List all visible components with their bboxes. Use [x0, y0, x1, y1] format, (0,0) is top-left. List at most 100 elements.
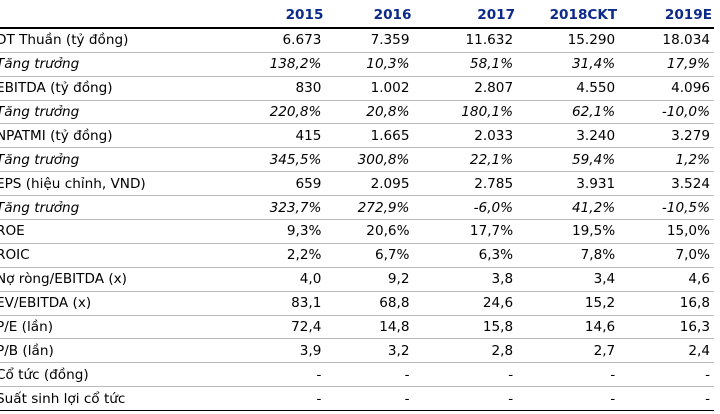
table-cell: 1.002: [325, 76, 414, 101]
column-header-2019e: 2019E: [619, 4, 714, 29]
table-cell: 2.033: [413, 123, 518, 149]
table-cell: -: [229, 386, 326, 412]
row-label: ROE: [0, 219, 230, 244]
table-cell: 2.785: [413, 171, 518, 197]
table-row: ROE 9,3% 20,6% 17,7% 19,5% 15,0%: [0, 219, 714, 244]
table-cell: 2,7: [517, 338, 620, 364]
table-cell: 9,2: [325, 267, 414, 292]
table-cell: 58,1%: [413, 52, 518, 77]
table-cell: 41,2%: [517, 195, 620, 221]
table-cell: -: [517, 386, 620, 412]
table-row: Tăng trưởng 138,2% 10,3% 58,1% 31,4% 17,…: [0, 52, 714, 77]
row-label: P/E (lần): [0, 315, 230, 340]
table-cell: 19,5%: [517, 219, 620, 244]
table-row: NPATMI (tỷ đồng) 415 1.665 2.033 3.240 3…: [0, 123, 714, 149]
table-cell: 4,0: [229, 267, 326, 292]
row-label: P/B (lần): [0, 338, 230, 364]
table-row: Nợ ròng/EBITDA (x) 4,0 9,2 3,8 3,4 4,6: [0, 267, 714, 292]
table-cell: 9,3%: [229, 219, 326, 244]
table-cell: 323,7%: [229, 195, 326, 221]
table-row: Suất sinh lợi cổ tức - - - - -: [0, 386, 714, 412]
row-label: Cổ tức (đồng): [0, 362, 230, 388]
table-cell: 6,7%: [325, 243, 414, 268]
table-header: 2015 2016 2017 2018CKT 2019E: [0, 4, 714, 29]
table-row: EPS (hiệu chỉnh, VND) 659 2.095 2.785 3.…: [0, 171, 714, 197]
table-cell: 3.931: [517, 171, 620, 197]
table-cell: 659: [229, 171, 326, 197]
table-cell: 59,4%: [517, 147, 620, 173]
financial-summary-table: 2015 2016 2017 2018CKT 2019E DT Thuần (t…: [0, 4, 714, 412]
table-body: DT Thuần (tỷ đồng) 6.673 7.359 11.632 15…: [0, 27, 714, 412]
table-cell: 6,3%: [413, 243, 518, 268]
table-cell: 180,1%: [413, 100, 518, 125]
header-label-cell: [0, 4, 230, 29]
table-cell: 830: [229, 76, 326, 101]
header-row: 2015 2016 2017 2018CKT 2019E: [0, 4, 714, 29]
table-cell: 7,8%: [517, 243, 620, 268]
table-cell: 11.632: [413, 27, 518, 53]
table-row: Tăng trưởng 220,8% 20,8% 180,1% 62,1% -1…: [0, 100, 714, 125]
table-cell: 138,2%: [229, 52, 326, 77]
table-cell: 15.290: [517, 27, 620, 53]
table-cell: 15,8: [413, 315, 518, 340]
table-cell: 16,8: [619, 291, 714, 316]
table-cell: 7,0%: [619, 243, 714, 268]
table-cell: 20,6%: [325, 219, 414, 244]
column-header-2017: 2017: [413, 4, 518, 29]
row-label: Tăng trưởng: [0, 52, 230, 77]
table-cell: -: [229, 362, 326, 388]
table-cell: 17,9%: [619, 52, 714, 77]
table-cell: 2,2%: [229, 243, 326, 268]
table-cell: -: [619, 386, 714, 412]
table-cell: 22,1%: [413, 147, 518, 173]
table-cell: 7.359: [325, 27, 414, 53]
table-row: P/B (lần) 3,9 3,2 2,8 2,7 2,4: [0, 338, 714, 364]
row-label: EV/EBITDA (x): [0, 291, 230, 316]
table-cell: -: [413, 386, 518, 412]
row-label: Tăng trưởng: [0, 195, 230, 221]
row-label: NPATMI (tỷ đồng): [0, 123, 230, 149]
table-row: Tăng trưởng 323,7% 272,9% -6,0% 41,2% -1…: [0, 195, 714, 221]
table-cell: 4,6: [619, 267, 714, 292]
table-cell: 3,2: [325, 338, 414, 364]
row-label: ROIC: [0, 243, 230, 268]
table-cell: 6.673: [229, 27, 326, 53]
table-cell: 1,2%: [619, 147, 714, 173]
table-cell: -10,0%: [619, 100, 714, 125]
table-cell: 3,8: [413, 267, 518, 292]
table-cell: 220,8%: [229, 100, 326, 125]
table-cell: 345,5%: [229, 147, 326, 173]
table-cell: 16,3: [619, 315, 714, 340]
table-row: DT Thuần (tỷ đồng) 6.673 7.359 11.632 15…: [0, 27, 714, 53]
table-cell: 3.279: [619, 123, 714, 149]
row-label: Nợ ròng/EBITDA (x): [0, 267, 230, 292]
table-row: ROIC 2,2% 6,7% 6,3% 7,8% 7,0%: [0, 243, 714, 268]
table-cell: 2.095: [325, 171, 414, 197]
row-label: EBITDA (tỷ đồng): [0, 76, 230, 101]
table-cell: -6,0%: [413, 195, 518, 221]
table-cell: 3,9: [229, 338, 326, 364]
table-cell: 3.524: [619, 171, 714, 197]
row-label: DT Thuần (tỷ đồng): [0, 27, 230, 53]
column-header-2018ckt: 2018CKT: [517, 4, 620, 29]
table-cell: 15,2: [517, 291, 620, 316]
table-cell: 18.034: [619, 27, 714, 53]
table-cell: 72,4: [229, 315, 326, 340]
row-label: Suất sinh lợi cổ tức: [0, 386, 230, 412]
table-cell: 14,8: [325, 315, 414, 340]
table-cell: 1.665: [325, 123, 414, 149]
table-row: Cổ tức (đồng) - - - - -: [0, 362, 714, 388]
table-cell: 15,0%: [619, 219, 714, 244]
table-cell: 272,9%: [325, 195, 414, 221]
table-cell: 62,1%: [517, 100, 620, 125]
table-row: Tăng trưởng 345,5% 300,8% 22,1% 59,4% 1,…: [0, 147, 714, 173]
table-cell: -: [413, 362, 518, 388]
table-cell: -: [325, 386, 414, 412]
table-row: P/E (lần) 72,4 14,8 15,8 14,6 16,3: [0, 315, 714, 340]
table-cell: 2,8: [413, 338, 518, 364]
table-cell: 24,6: [413, 291, 518, 316]
table-cell: -: [619, 362, 714, 388]
table-cell: -10,5%: [619, 195, 714, 221]
column-header-2015: 2015: [229, 4, 326, 29]
